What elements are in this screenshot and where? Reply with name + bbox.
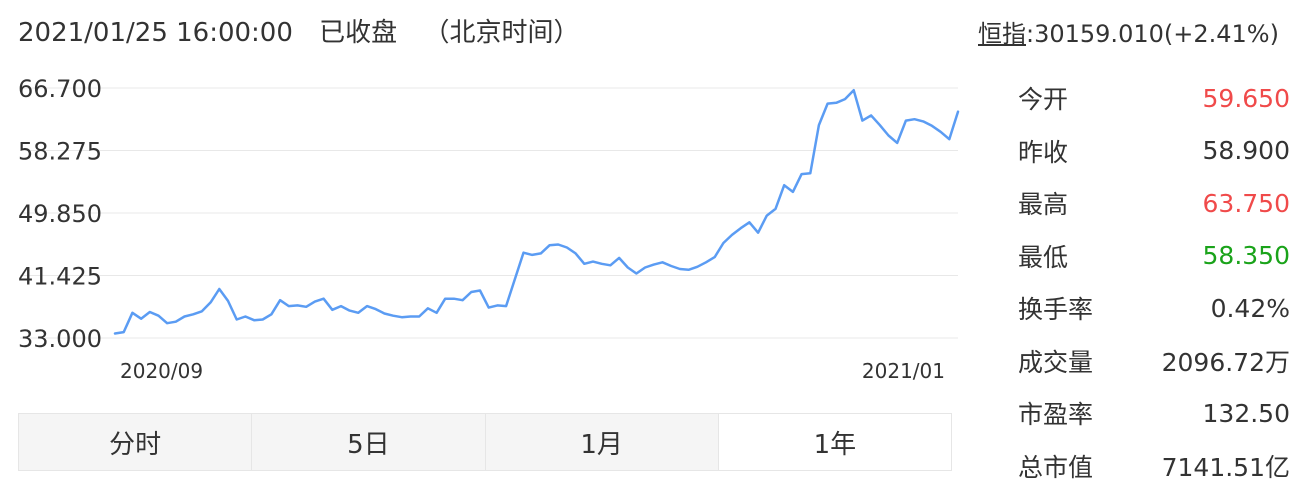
stat-high: 最高 63.750 <box>1018 177 1290 230</box>
y-tick-label: 66.700 <box>18 75 102 103</box>
tab-1-month-label: 1月 <box>580 424 623 461</box>
stat-low-label: 最低 <box>1018 238 1068 274</box>
stat-prev-close: 昨收 58.900 <box>1018 125 1290 178</box>
stat-open-label: 今开 <box>1018 80 1068 116</box>
stat-market-cap-value: 7141.51亿 <box>1162 448 1290 484</box>
tab-1-year-label: 1年 <box>814 424 857 461</box>
market-status-label: 已收盘 <box>319 18 397 48</box>
stat-market-cap-label: 总市值 <box>1018 448 1093 484</box>
hang-seng-index-link[interactable]: 恒指 <box>978 20 1026 48</box>
timezone-label: （北京时间） <box>423 18 579 48</box>
price-line <box>115 90 958 333</box>
y-tick-label: 49.850 <box>18 200 102 228</box>
tab-1-month[interactable]: 1月 <box>485 414 718 470</box>
stat-prev-close-value: 58.900 <box>1203 136 1290 165</box>
x-tick-label: 2020/09 <box>120 359 203 383</box>
datetime-label: 2021/01/25 16:00:00 <box>18 18 293 48</box>
price-chart: 66.700 58.275 49.850 41.425 33.000 2020/09 202… <box>0 70 970 400</box>
stat-prev-close-label: 昨收 <box>1018 133 1068 169</box>
stat-pe-ratio: 市盈率 132.50 <box>1018 387 1290 440</box>
stat-volume-value: 2096.72万 <box>1162 343 1290 379</box>
stat-high-value: 63.750 <box>1203 189 1290 218</box>
chart-header: 2021/01/25 16:00:00 已收盘 （北京时间） <box>18 12 597 49</box>
hang-seng-index-value: :30159.010(+2.41%) <box>1026 20 1279 48</box>
y-tick-label: 33.000 <box>18 325 102 353</box>
tab-5-day[interactable]: 5日 <box>251 414 484 470</box>
stat-pe-ratio-value: 132.50 <box>1203 399 1290 428</box>
stat-volume-label: 成交量 <box>1018 343 1093 379</box>
tab-intraday-label: 分时 <box>109 424 161 461</box>
stat-turnover-rate-label: 换手率 <box>1018 290 1093 326</box>
stat-open-value: 59.650 <box>1203 84 1290 113</box>
stat-low-value: 58.350 <box>1203 241 1290 270</box>
stat-high-label: 最高 <box>1018 185 1068 221</box>
stat-market-cap: 总市值 7141.51亿 <box>1018 440 1290 492</box>
stock-stats-panel: 今开 59.650 昨收 58.900 最高 63.750 最低 58.350 … <box>1018 72 1290 492</box>
hang-seng-index-info: 恒指:30159.010(+2.41%) <box>978 14 1279 49</box>
tab-1-year[interactable]: 1年 <box>718 414 951 470</box>
period-tabs: 分时 5日 1月 1年 <box>18 413 952 471</box>
stat-open: 今开 59.650 <box>1018 72 1290 125</box>
tab-5-day-label: 5日 <box>347 424 390 461</box>
x-tick-label: 2021/01 <box>862 359 945 383</box>
price-chart-svg: 66.700 58.275 49.850 41.425 33.000 2020/09 202… <box>0 70 970 400</box>
stat-turnover-rate-value: 0.42% <box>1211 294 1290 323</box>
y-tick-label: 41.425 <box>18 263 102 291</box>
tab-intraday[interactable]: 分时 <box>19 414 251 470</box>
y-tick-label: 58.275 <box>18 138 102 166</box>
stat-pe-ratio-label: 市盈率 <box>1018 395 1093 431</box>
stat-low: 最低 58.350 <box>1018 230 1290 283</box>
stat-volume: 成交量 2096.72万 <box>1018 335 1290 388</box>
stat-turnover-rate: 换手率 0.42% <box>1018 282 1290 335</box>
